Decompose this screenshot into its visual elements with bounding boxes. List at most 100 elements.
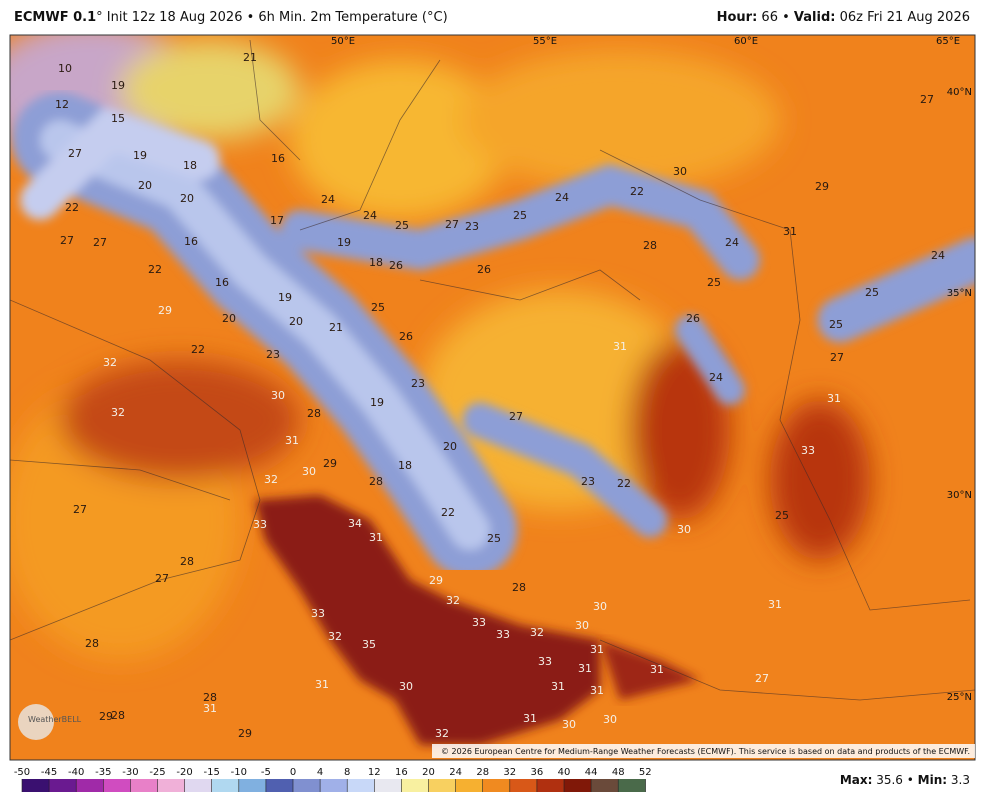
temperature-value: 23 (581, 475, 595, 488)
temperature-value: 33 (801, 444, 815, 457)
temperature-value: 30 (677, 523, 691, 536)
copyright: © 2026 European Centre for Medium-Range … (441, 747, 970, 756)
temperature-value: 25 (487, 532, 501, 545)
temperature-value: 31 (613, 340, 627, 353)
temperature-value: 31 (523, 712, 537, 725)
temperature-value: 24 (363, 209, 377, 222)
temperature-value: 30 (673, 165, 687, 178)
colorbar-swatch (293, 779, 321, 792)
temperature-value: 25 (865, 286, 879, 299)
temperature-value: 29 (238, 727, 252, 740)
temperature-value: 31 (827, 392, 841, 405)
temperature-value: 23 (465, 220, 479, 233)
temperature-value: 31 (650, 663, 664, 676)
colorbar-swatch (482, 779, 511, 792)
lat-label: 30°N (947, 490, 972, 501)
temperature-value: 27 (830, 351, 844, 364)
colorbar-swatch (265, 779, 294, 792)
temperature-value: 33 (496, 628, 510, 641)
temperature-value: 32 (530, 626, 544, 639)
temperature-value: 27 (509, 410, 523, 423)
valid: 06z Fri 21 Aug 2026 (839, 10, 970, 25)
lat-label: 35°N (947, 288, 972, 299)
lon-label: 55°E (533, 36, 557, 47)
temperature-value: 20 (222, 312, 236, 325)
temperature-value: 29 (158, 304, 172, 317)
temperature-value: 24 (321, 193, 335, 206)
footer: Max: 35.6 • Min: 3.3 (840, 773, 970, 787)
temperature-value: 33 (311, 607, 325, 620)
colorbar-swatch (401, 779, 429, 792)
header-right: Hour: 66 • Valid: 06z Fri 21 Aug 2026 (717, 10, 970, 25)
temperature-value: 28 (180, 555, 194, 568)
temperature-value: 30 (575, 619, 589, 632)
temperature-value: 19 (278, 291, 292, 304)
temperature-value: 27 (755, 672, 769, 685)
max: 35.6 • (876, 773, 914, 787)
colorbar-label: 28 (476, 767, 489, 778)
temperature-value: 24 (725, 236, 739, 249)
colorbar-label: 36 (531, 767, 544, 778)
temperature-value: 25 (829, 318, 843, 331)
colorbar-swatch (509, 779, 538, 792)
colorbar-label: -45 (41, 767, 57, 778)
temperature-value: 33 (472, 616, 486, 629)
temperature-value: 17 (270, 214, 284, 227)
title: ° Init 12z 18 Aug 2026 • 6h Min. 2m Temp… (96, 10, 448, 25)
lat-label: 25°N (947, 692, 972, 703)
temperature-value: 29 (815, 180, 829, 193)
colorbar-swatch (374, 779, 402, 792)
temperature-value: 28 (203, 691, 217, 704)
temperature-value: 28 (307, 407, 321, 420)
temperature-value: 20 (180, 192, 194, 205)
colorbar-label: 20 (422, 767, 435, 778)
hour-label: Hour: (716, 10, 758, 25)
colorbar-label: -20 (176, 767, 192, 778)
colorbar-swatch (130, 779, 158, 792)
temperature-value: 35 (362, 638, 376, 651)
temperature-value: 31 (369, 531, 383, 544)
temperature-value: 19 (133, 149, 147, 162)
colorbar-label: -25 (149, 767, 165, 778)
temperature-value: 22 (630, 185, 644, 198)
temperature-value: 20 (289, 315, 303, 328)
colorbar-swatch (428, 779, 457, 792)
colorbar-swatch (49, 779, 77, 792)
colorbar-swatch (536, 779, 565, 792)
colorbar-swatch (103, 779, 131, 792)
colorbar-label: -40 (68, 767, 84, 778)
min: 3.3 (950, 773, 970, 787)
lon-label: 60°E (734, 36, 758, 47)
temperature-value: 28 (512, 581, 526, 594)
colorbar-swatch (76, 779, 104, 792)
temperature-value: 25 (371, 301, 385, 314)
temperature-value: 26 (477, 263, 491, 276)
temperature-value: 27 (68, 147, 82, 160)
temperature-value: 19 (337, 236, 351, 249)
temperature-value: 16 (271, 152, 285, 165)
temperature-value: 31 (578, 662, 592, 675)
colorbar-swatch (591, 779, 619, 792)
lon-label: 65°E (936, 36, 960, 47)
temperature-value: 31 (285, 434, 299, 447)
colorbar-swatch (564, 779, 592, 792)
temperature-value: 27 (93, 236, 107, 249)
temperature-value: 27 (73, 503, 87, 516)
header-left: ECMWF 0.1° Init 12z 18 Aug 2026 • 6h Min… (14, 10, 448, 25)
colorbar-swatch (238, 779, 267, 792)
temperature-value: 26 (399, 330, 413, 343)
temperature-value: 32 (328, 630, 342, 643)
temperature-value: 19 (111, 79, 125, 92)
temperature-value: 27 (445, 218, 459, 231)
temperature-value: 20 (138, 179, 152, 192)
lon-label: 50°E (331, 36, 355, 47)
temperature-value: 29 (429, 574, 443, 587)
temperature-value: 10 (58, 62, 72, 75)
temperature-value: 31 (768, 598, 782, 611)
temperature-value: 31 (203, 702, 217, 715)
colorbar-swatch (618, 779, 646, 792)
temperature-value: 32 (446, 594, 460, 607)
temperature-value: 20 (443, 440, 457, 453)
